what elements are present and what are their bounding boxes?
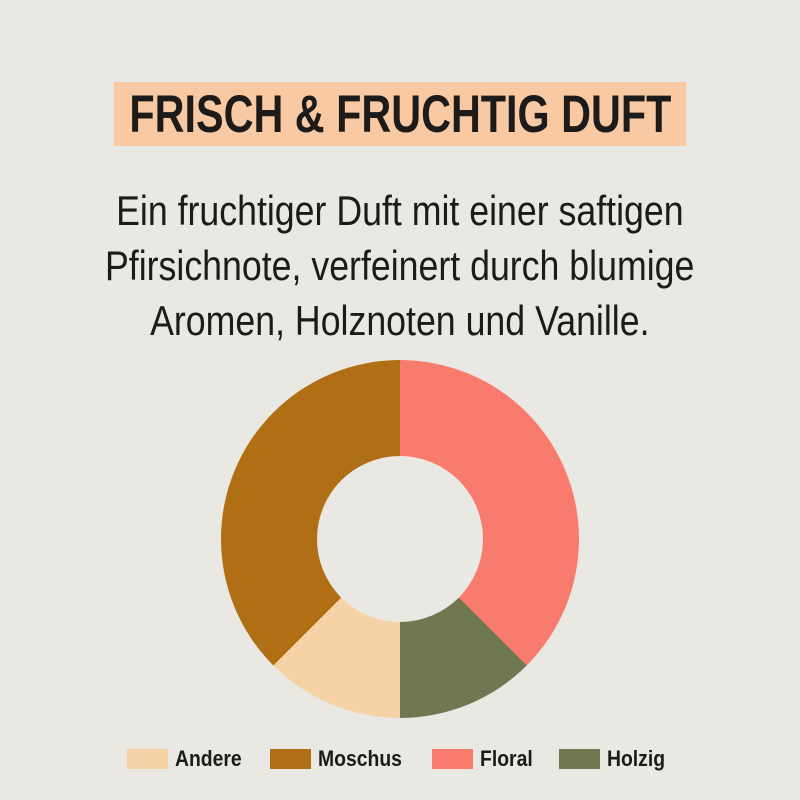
description-line-3: Aromen, Holznoten und Vanille. <box>150 297 650 344</box>
chart-legend: Andere Moschus Floral Holzig <box>0 746 800 772</box>
page-title: FRISCH & FRUCHTIG DUFT <box>129 84 671 144</box>
legend-swatch-moschus <box>269 749 311 769</box>
legend-label-floral: Floral <box>480 746 533 771</box>
legend-label-moschus: Moschus <box>317 746 402 771</box>
legend-label-holzig: Holzig <box>607 746 666 771</box>
legend-item-holzig: Holzig <box>559 746 673 772</box>
donut-hole <box>317 456 483 622</box>
donut-chart <box>221 360 579 718</box>
description-line-2: Pfirsichnote, verfeinert durch blumige <box>105 242 695 289</box>
title-banner: FRISCH & FRUCHTIG DUFT <box>114 82 686 146</box>
legend-item-floral: Floral <box>432 746 540 772</box>
legend-swatch-holzig <box>559 749 601 769</box>
legend-item-moschus: Moschus <box>269 746 413 772</box>
legend-swatch-floral <box>432 749 474 769</box>
legend-swatch-andere <box>126 749 168 769</box>
description-text: Ein fruchtiger Duft mit einer saftigen P… <box>0 183 800 348</box>
legend-item-andere: Andere <box>126 746 251 772</box>
description-line-1: Ein fruchtiger Duft mit einer saftigen <box>116 187 684 234</box>
legend-label-andere: Andere <box>174 746 242 771</box>
